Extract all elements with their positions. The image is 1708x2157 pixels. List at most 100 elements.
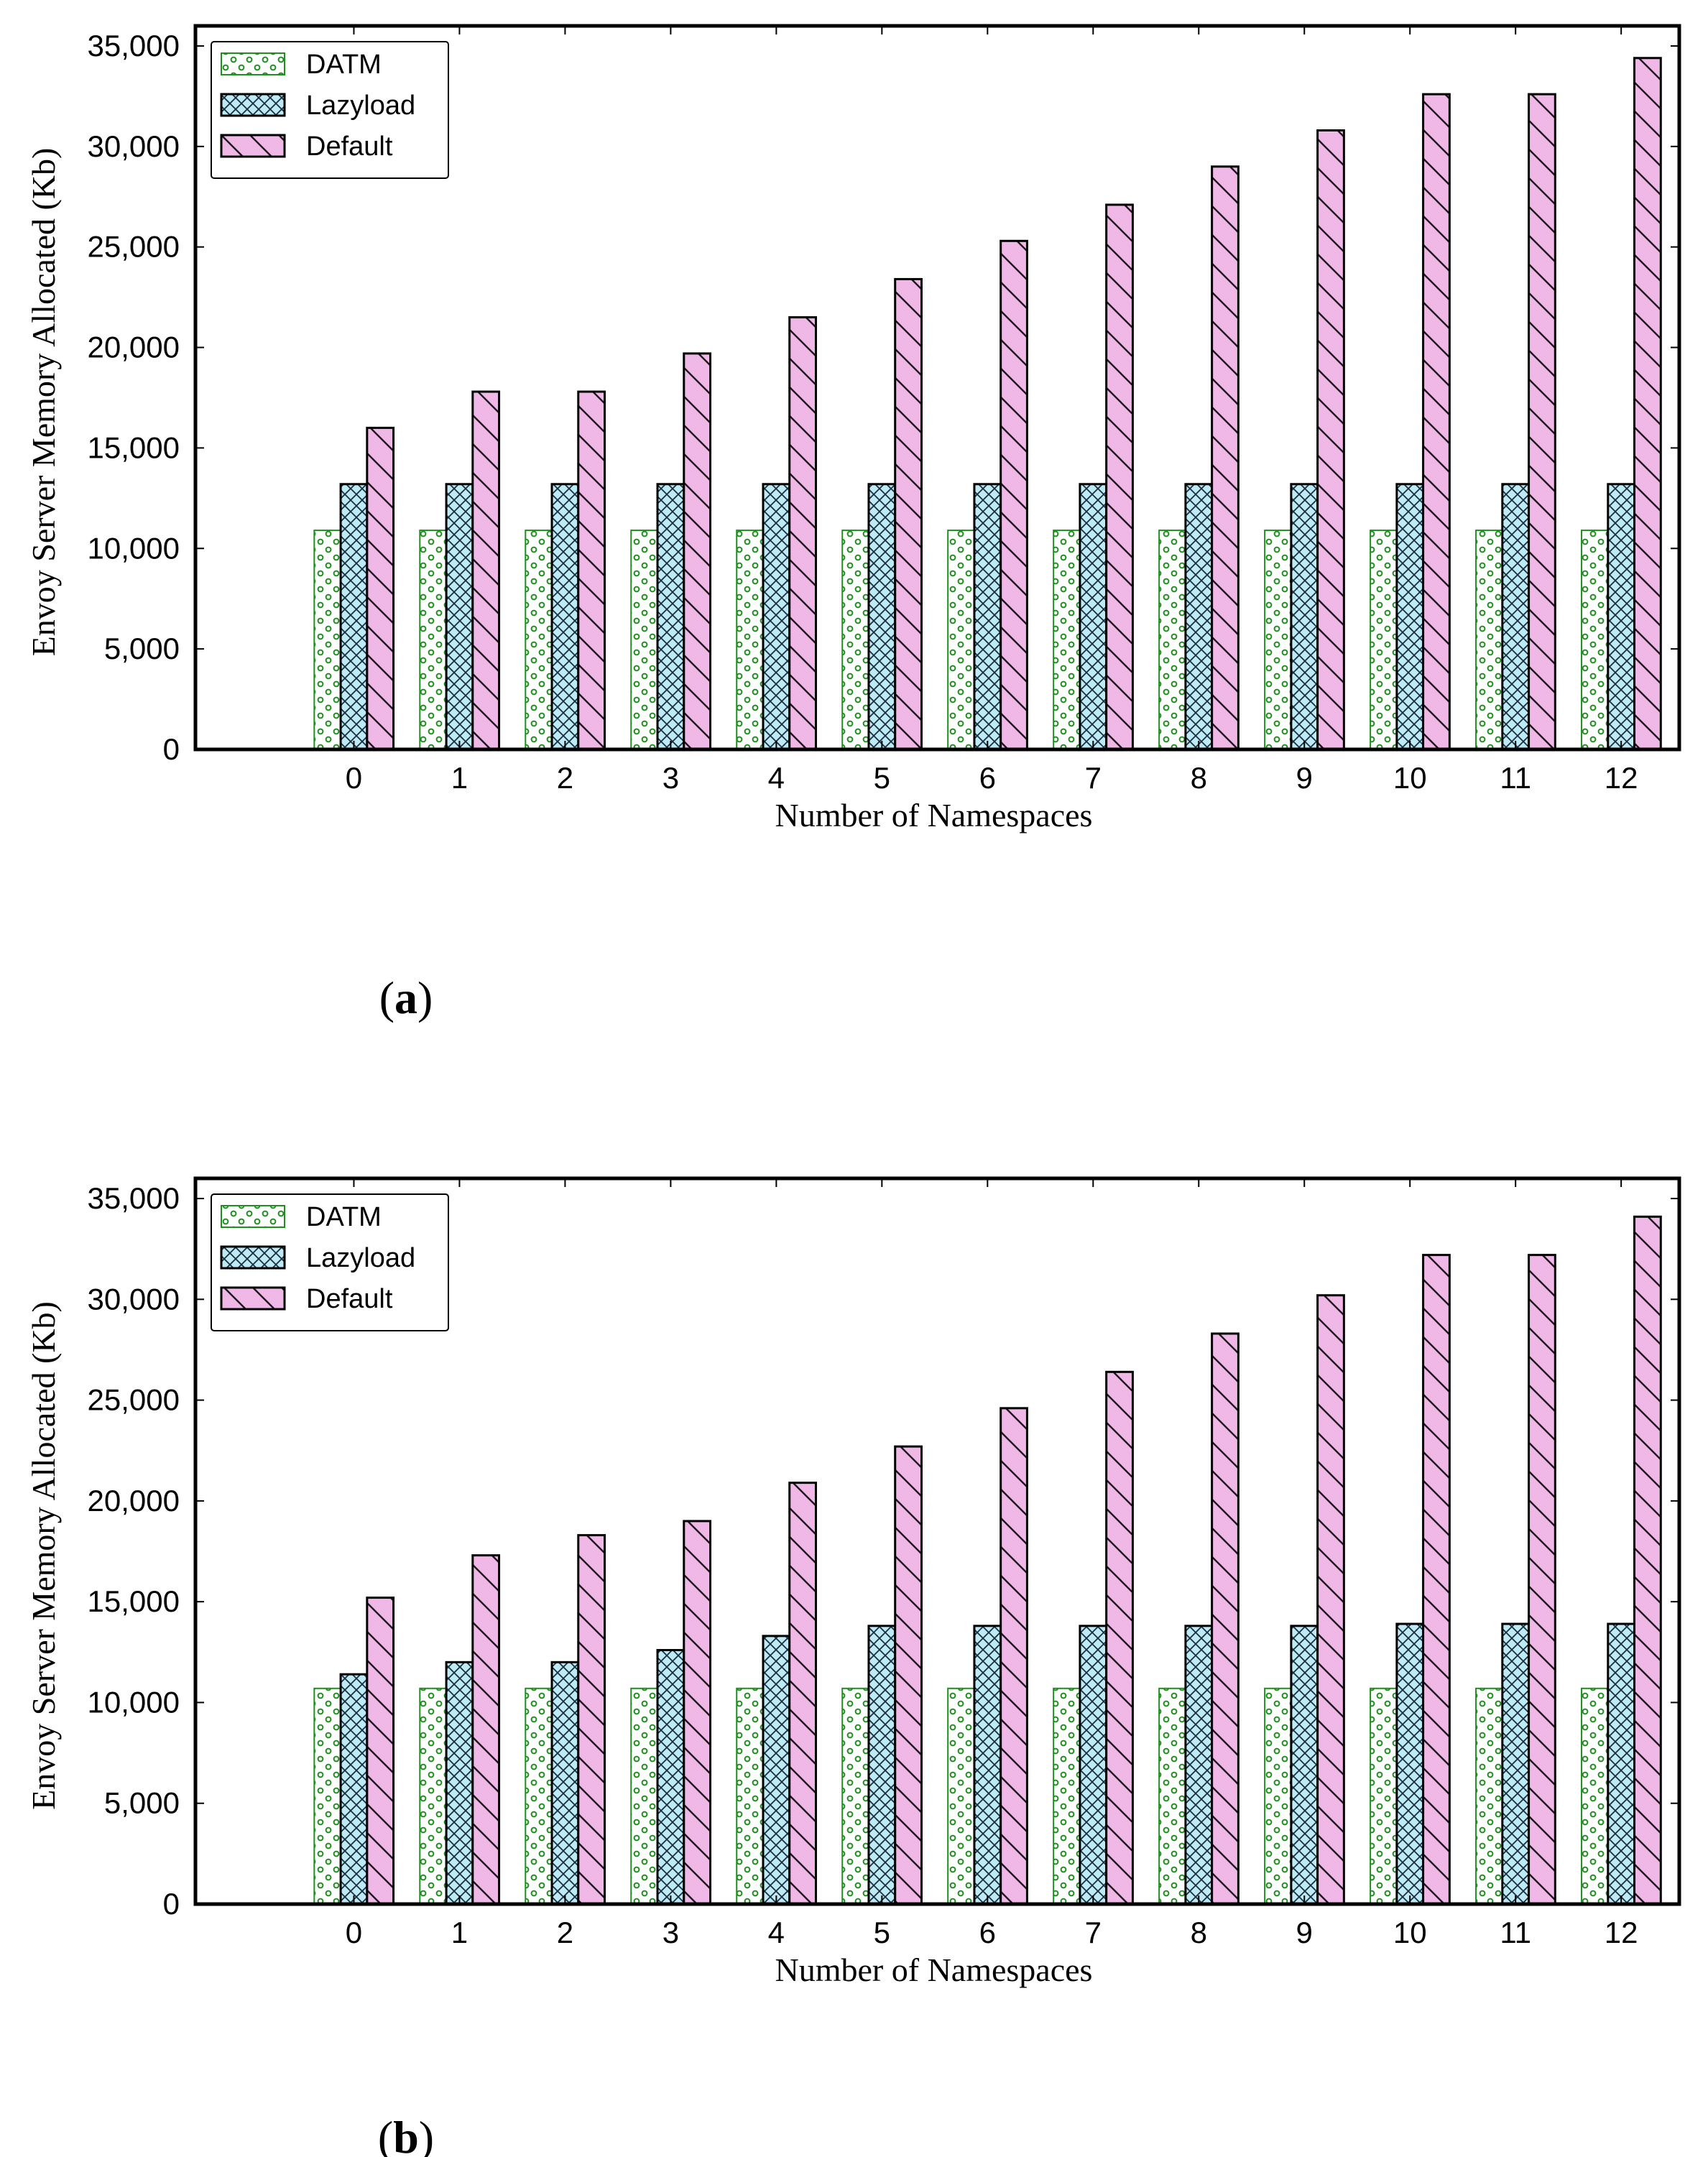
x-tick-label: 1 <box>451 761 468 795</box>
bar-default-ns-8 <box>1211 165 1240 751</box>
x-tick-label: 1 <box>451 1916 468 1949</box>
bar-lazyload-ns-7 <box>1079 483 1108 751</box>
x-axis-title: Number of Namespaces <box>775 797 1093 833</box>
y-tick-label: 20,000 <box>88 331 180 364</box>
x-axis-title: Number of Namespaces <box>775 1952 1093 1988</box>
bar-default-ns-0 <box>366 426 395 751</box>
panel-label-open: ( <box>378 2112 393 2157</box>
bar-default-ns-7 <box>1105 1370 1134 1906</box>
bar-datm-ns-3 <box>630 1687 659 1906</box>
bar-datm-ns-10 <box>1370 1687 1398 1906</box>
legend-label-datm: DATM <box>306 50 382 80</box>
bar-lazyload-ns-4 <box>762 1635 791 1906</box>
bar-default-ns-4 <box>788 316 817 751</box>
y-tick-label: 35,000 <box>88 29 180 63</box>
panel-label-close: ) <box>419 2112 434 2157</box>
x-tick-label: 7 <box>1085 761 1102 795</box>
bar-default-ns-4 <box>788 1482 817 1906</box>
legend-swatch-lazyload <box>220 93 286 117</box>
legend-swatch-datm <box>221 52 285 75</box>
bar-default-ns-5 <box>894 277 923 751</box>
legend-label-lazyload: Lazyload <box>306 1243 415 1273</box>
y-tick-label: 0 <box>163 732 180 766</box>
x-tick-label: 4 <box>768 761 785 795</box>
x-tick-label: 8 <box>1191 1916 1207 1949</box>
bar-datm-ns-1 <box>419 1687 448 1906</box>
bar-datm-ns-8 <box>1158 1687 1186 1906</box>
x-tick-label: 6 <box>979 1916 996 1949</box>
y-tick-label: 25,000 <box>88 230 180 264</box>
bar-datm-ns-2 <box>525 1687 553 1906</box>
bar-lazyload-ns-11 <box>1501 483 1531 751</box>
x-tick-label: 3 <box>663 761 679 795</box>
panel-label-letter: b <box>393 2112 419 2157</box>
bar-datm-ns-5 <box>841 1687 869 1906</box>
bar-lazyload-ns-3 <box>656 1649 685 1906</box>
legend-label-lazyload: Lazyload <box>306 91 415 121</box>
panel-label-letter: a <box>394 972 417 1023</box>
bar-datm-ns-5 <box>841 530 869 750</box>
x-tick-label: 12 <box>1605 1916 1638 1949</box>
bar-default-ns-3 <box>683 352 712 751</box>
x-tick-label: 10 <box>1393 761 1427 795</box>
bar-datm-ns-8 <box>1158 530 1186 750</box>
chart-panel-a: 0 5,000 10,000 15,000 20,000 25,000 30,000 35,0… <box>25 24 1681 1023</box>
bar-datm-ns-7 <box>1053 1687 1081 1906</box>
x-tick-label: 10 <box>1393 1916 1427 1949</box>
bar-lazyload-ns-9 <box>1290 1625 1319 1906</box>
panel-label: (a) <box>379 972 433 1023</box>
bar-datm-ns-2 <box>525 530 553 750</box>
x-tick-label: 2 <box>557 761 573 795</box>
bar-default-ns-10 <box>1422 1254 1451 1906</box>
bar-datm-ns-0 <box>313 530 342 750</box>
x-tick-label: 11 <box>1500 761 1531 795</box>
plot-frame <box>193 24 1681 752</box>
chart-panel-b: 0 5,000 10,000 15,000 20,000 25,000 30,000 35,0… <box>25 1176 1681 2157</box>
bar-datm-ns-9 <box>1264 530 1292 750</box>
y-tick-label: 5,000 <box>104 1786 180 1820</box>
x-tick-label: 6 <box>979 761 996 795</box>
legend-swatch-default <box>220 1286 286 1311</box>
bar-lazyload-ns-1 <box>445 483 474 751</box>
bar-lazyload-ns-0 <box>339 1673 369 1906</box>
bar-lazyload-ns-2 <box>550 483 580 751</box>
bar-lazyload-ns-5 <box>867 483 897 751</box>
bar-lazyload-ns-10 <box>1395 483 1425 751</box>
y-tick-label: 30,000 <box>88 1282 180 1316</box>
legend-label-default: Default <box>306 1284 393 1314</box>
bar-lazyload-ns-8 <box>1184 1625 1214 1906</box>
y-tick-label: 35,000 <box>88 1181 180 1215</box>
legend: DATM Lazyload Default <box>211 1193 449 1331</box>
panel-label-close: ) <box>417 972 433 1023</box>
legend-swatch-lazyload <box>220 1245 286 1270</box>
x-tick-label: 0 <box>346 761 362 795</box>
bar-lazyload-ns-11 <box>1501 1622 1531 1906</box>
x-tick-label: 0 <box>346 1916 362 1949</box>
bar-default-ns-3 <box>683 1520 712 1906</box>
bar-datm-ns-11 <box>1475 1687 1503 1906</box>
bar-default-ns-12 <box>1633 1215 1662 1906</box>
bar-default-ns-2 <box>577 390 606 751</box>
bar-lazyload-ns-6 <box>973 1625 1002 1906</box>
x-tick-label: 9 <box>1296 761 1313 795</box>
bar-datm-ns-6 <box>947 1687 975 1906</box>
y-axis-title: Envoy Server Memory Allocated (Kb) <box>25 148 62 657</box>
bar-default-ns-0 <box>366 1597 395 1906</box>
bar-datm-ns-4 <box>736 1687 764 1906</box>
y-tick-label: 0 <box>163 1887 180 1921</box>
y-axis-title: Envoy Server Memory Allocated (Kb) <box>25 1301 62 1810</box>
bar-lazyload-ns-9 <box>1290 483 1319 751</box>
x-tick-label: 8 <box>1191 761 1207 795</box>
bar-lazyload-ns-6 <box>973 483 1002 751</box>
x-tick-label: 5 <box>874 761 890 795</box>
bar-lazyload-ns-7 <box>1079 1625 1108 1906</box>
panel-label-open: ( <box>379 972 394 1023</box>
bar-default-ns-10 <box>1422 93 1451 751</box>
bar-datm-ns-0 <box>313 1687 342 1906</box>
bar-lazyload-ns-4 <box>762 483 791 751</box>
x-tick-label: 5 <box>874 1916 890 1949</box>
bar-default-ns-11 <box>1528 1254 1556 1906</box>
x-tick-label: 12 <box>1605 761 1638 795</box>
y-tick-label: 10,000 <box>88 1685 180 1719</box>
